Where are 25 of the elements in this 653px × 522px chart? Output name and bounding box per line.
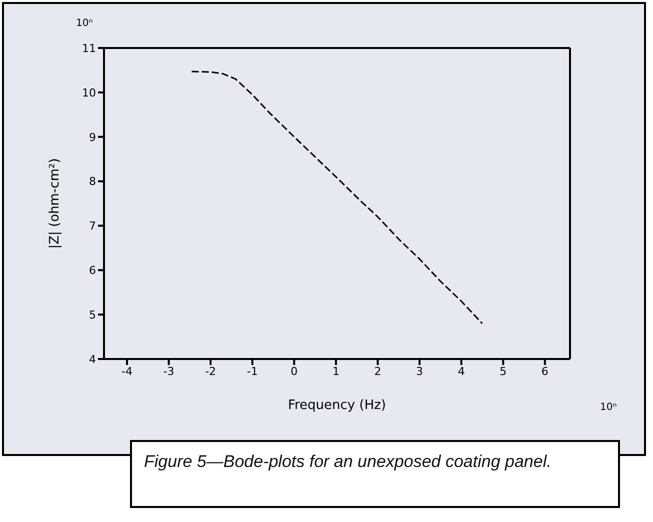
y-axis-title: |Z| (ohm-cm²) <box>48 158 63 249</box>
text: 10ⁿ <box>600 402 617 413</box>
x-tick-label: 3 <box>416 364 424 378</box>
y-tick-label: 6 <box>89 264 96 278</box>
y-tick-label: 7 <box>89 220 96 233</box>
x-tick-label: 1 <box>332 364 340 378</box>
y-tick-label: 11 <box>82 42 96 55</box>
x-tick-label: 4 <box>458 364 465 378</box>
x-tick-label: 2 <box>374 364 382 378</box>
y-tick-label: 8 <box>89 175 96 188</box>
x-tick-label: 0 <box>290 364 298 378</box>
y-tick-label: 10 <box>82 86 96 100</box>
x-tick-label: 6 <box>541 364 548 378</box>
x-tick-label: -4 <box>122 364 132 378</box>
y-tick-label: 9 <box>89 130 96 144</box>
x-tick-label: -2 <box>205 364 216 378</box>
y-tick-label: 4 <box>89 352 96 366</box>
text: 10ⁿ <box>76 18 93 29</box>
x-axis-title: Frequency (Hz) <box>288 398 386 413</box>
y-tick-label: 5 <box>89 308 96 322</box>
x-tick-label: -3 <box>163 364 174 378</box>
x-tick-label: -1 <box>246 364 258 378</box>
x-tick-label: 5 <box>500 364 507 378</box>
caption: Figure 5—Bode-plots for an unexposed coating panel. <box>130 440 620 508</box>
line-series <box>191 70 483 324</box>
